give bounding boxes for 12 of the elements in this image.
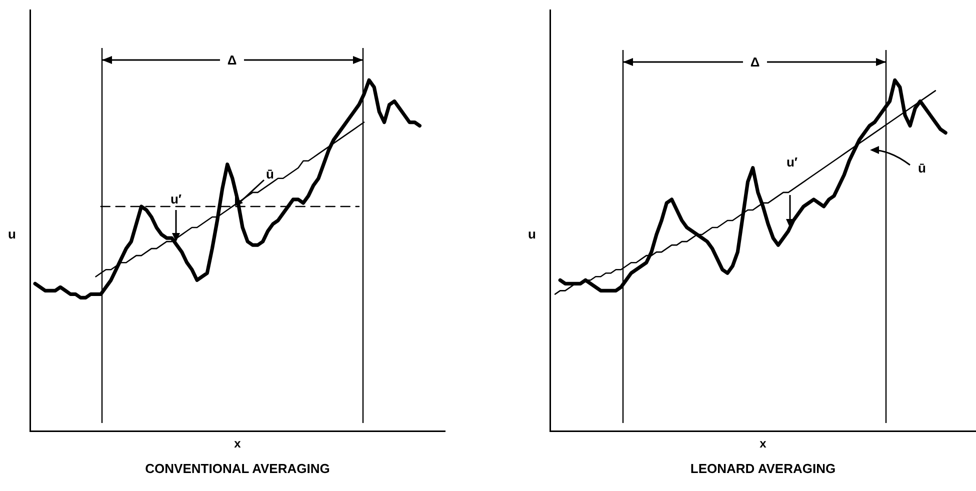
annotation: ū [266, 166, 274, 182]
x-axis-title: x [760, 436, 767, 451]
x-axis-title: x [234, 436, 242, 451]
text: Δ [750, 54, 760, 70]
y-axis-title: u [8, 226, 16, 242]
annotation: u′ [786, 154, 798, 170]
annotation: ū [918, 160, 926, 176]
annotation: u′ [170, 192, 182, 206]
y-axis-title: u [528, 226, 536, 242]
text: Δ [227, 52, 237, 68]
text: CONVENTIONAL AVERAGING [145, 460, 330, 476]
text: LEONARD AVERAGING [690, 460, 836, 476]
